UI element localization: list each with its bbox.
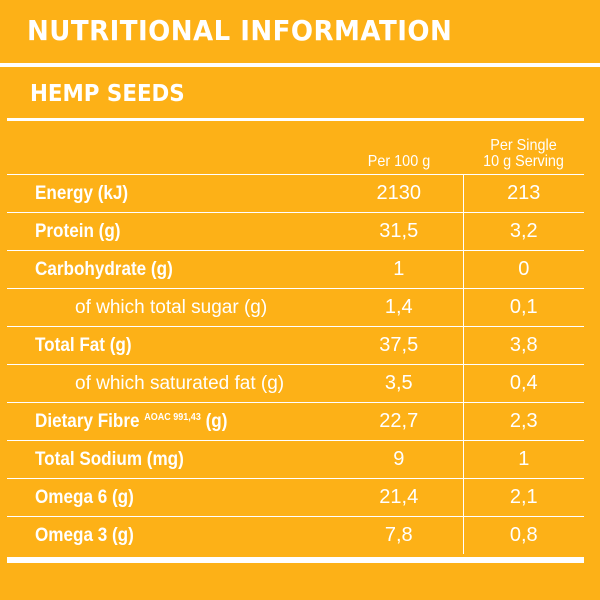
row-label-cell: of which total sugar (g): [7, 288, 335, 327]
nutrition-table: Per 100 g Per Single 10 g Serving Energy …: [7, 122, 584, 554]
table-row: of which saturated fat (g) 3,5 0,4: [7, 364, 584, 403]
table-row: Total Sodium (mg) 9 1: [7, 440, 584, 479]
product-name: HEMP SEEDS: [30, 81, 185, 107]
value-per-serving: 0,1: [462, 288, 584, 327]
value-per-100g: 7,8: [335, 516, 463, 554]
table-row: Protein (g) 31,5 3,2: [7, 212, 584, 251]
row-label: Omega 3 (g): [35, 524, 134, 546]
row-label-cell: Dietary Fibre AOAC 991,43 (g): [7, 402, 335, 441]
row-label-cell: Energy (kJ): [7, 174, 335, 213]
row-label: Total Fat (g): [35, 334, 132, 356]
row-label: Protein (g): [35, 220, 121, 242]
table-row: Omega 3 (g) 7,8 0,8: [7, 516, 584, 554]
row-label: of which saturated fat (g): [75, 372, 285, 394]
header-per-serving-line2: 10 g Serving: [483, 153, 564, 170]
row-label-cell: Carbohydrate (g): [7, 250, 335, 289]
method-superscript: AOAC 991,43: [144, 411, 201, 423]
value-per-100g: 1: [335, 250, 463, 289]
row-label-cell: Omega 6 (g): [7, 478, 335, 517]
row-label-cell: Total Sodium (mg): [7, 440, 335, 479]
value-per-serving: 3,2: [462, 212, 584, 251]
title-divider: [0, 63, 600, 67]
table-row: Dietary Fibre AOAC 991,43 (g) 22,7 2,3: [7, 402, 584, 441]
value-per-serving: 3,8: [462, 326, 584, 365]
value-per-serving: 1: [462, 440, 584, 479]
value-per-100g: 31,5: [335, 212, 463, 251]
row-label-cell: Total Fat (g): [7, 326, 335, 365]
row-label-cell: Protein (g): [7, 212, 335, 251]
value-per-serving: 2,3: [462, 402, 584, 441]
table-row: Omega 6 (g) 21,4 2,1: [7, 478, 584, 517]
value-per-100g: 9: [335, 440, 463, 479]
row-label-cell: Omega 3 (g): [7, 516, 335, 554]
table-top-divider: [7, 118, 584, 121]
value-per-serving: 0,4: [462, 364, 584, 403]
row-label: Energy (kJ): [35, 182, 129, 204]
row-label: of which total sugar (g): [75, 296, 268, 318]
row-label-cell: of which saturated fat (g): [7, 364, 335, 403]
value-per-100g: 3,5: [335, 364, 463, 403]
table-row: Carbohydrate (g) 1 0: [7, 250, 584, 289]
table-row: of which total sugar (g) 1,4 0,1: [7, 288, 584, 327]
table-row: Total Fat (g) 37,5 3,8: [7, 326, 584, 365]
value-per-100g: 37,5: [335, 326, 463, 365]
row-label-unit: (g): [205, 410, 228, 432]
header-per-serving: Per Single 10 g Serving: [469, 122, 578, 175]
row-label: Dietary Fibre: [35, 410, 140, 432]
header-per-100g: Per 100 g: [367, 153, 431, 170]
page-title: NUTRITIONAL INFORMATION: [27, 14, 453, 47]
value-per-serving: 2,1: [462, 478, 584, 517]
table-row: Energy (kJ) 2130 213: [7, 174, 584, 213]
row-label: Total Sodium (mg): [35, 448, 184, 470]
row-label: Omega 6 (g): [35, 486, 134, 508]
table-header-row: Per 100 g Per Single 10 g Serving: [7, 122, 584, 175]
value-per-100g: 22,7: [335, 402, 463, 441]
header-label-cell: [23, 122, 318, 175]
value-per-serving: 0: [462, 250, 584, 289]
value-per-100g: 1,4: [335, 288, 463, 327]
value-per-100g: 2130: [335, 174, 463, 213]
value-per-100g: 21,4: [335, 478, 463, 517]
table-bottom-divider: [7, 557, 584, 563]
value-per-serving: 0,8: [462, 516, 584, 554]
header-per-serving-line1: Per Single: [490, 137, 557, 154]
value-per-serving: 213: [462, 174, 584, 213]
row-label: Carbohydrate (g): [35, 258, 173, 280]
